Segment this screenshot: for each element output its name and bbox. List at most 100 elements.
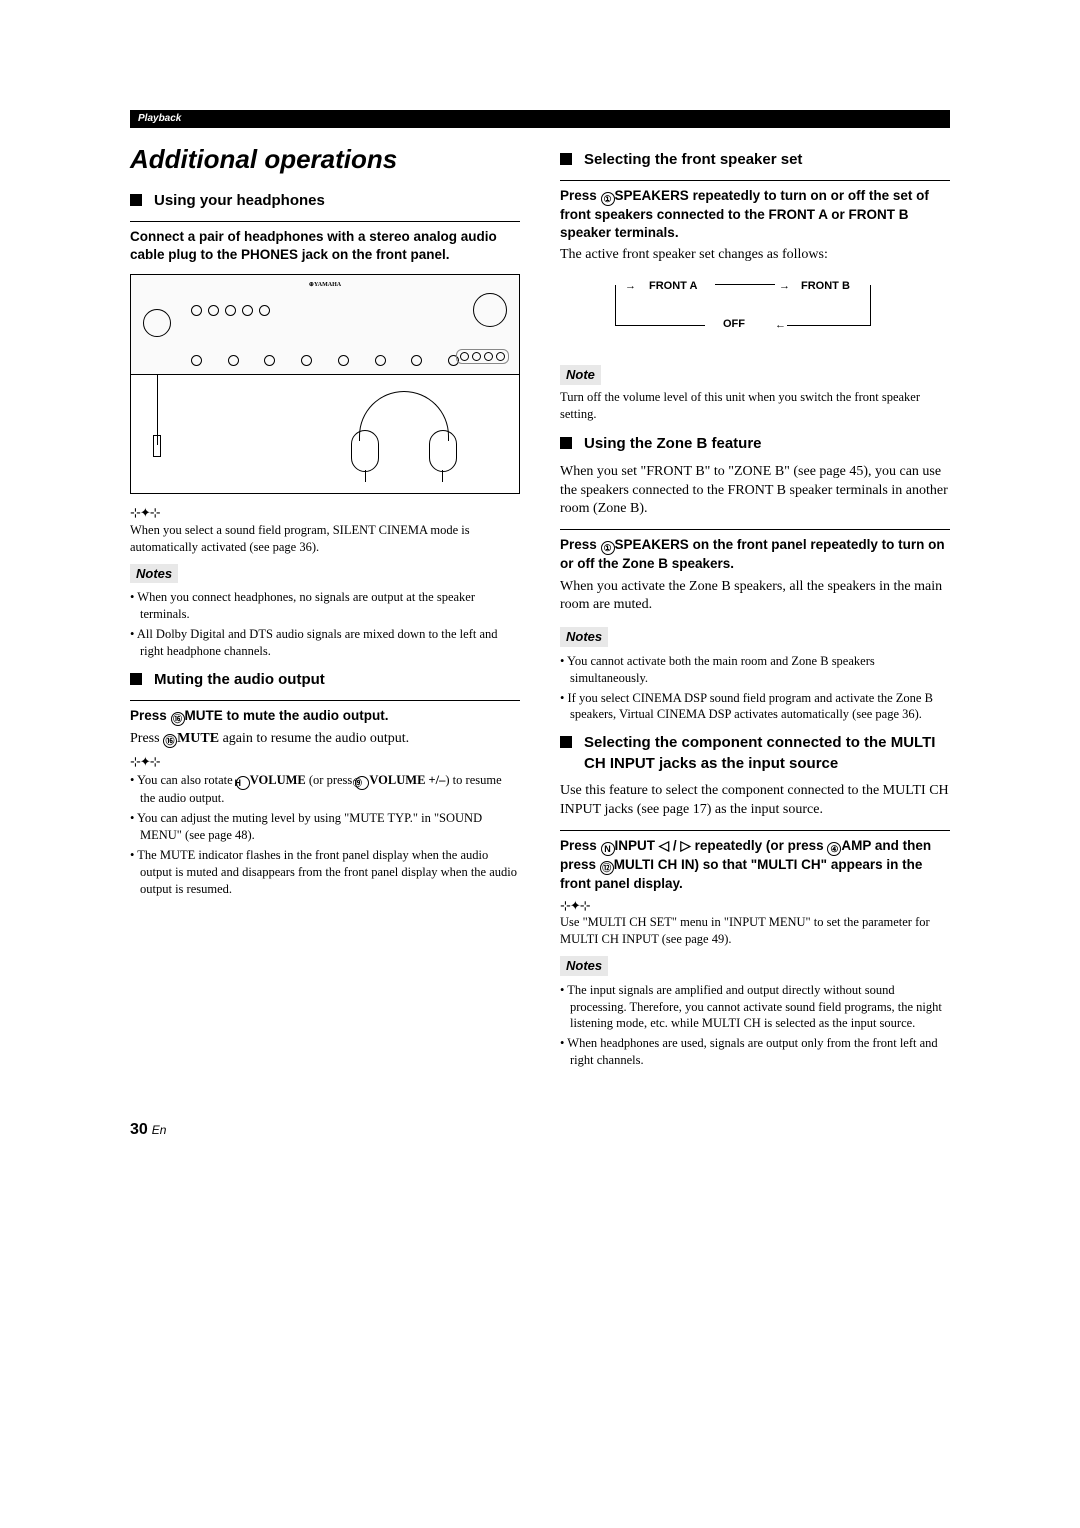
page-language: En [152, 1123, 167, 1137]
brand-label: ⊕YAMAHA [309, 281, 341, 289]
button-icon [460, 352, 469, 361]
subheading-text: Selecting the front speaker set [584, 150, 950, 170]
square-bullet-icon [560, 153, 572, 165]
flow-label-front-b: FRONT B [801, 279, 850, 294]
headphones-icon [349, 385, 459, 480]
notes-list: The input signals are amplified and outp… [560, 982, 950, 1069]
line [615, 325, 705, 326]
page-number: 30 [130, 1121, 148, 1138]
speakers-change-text: The active front speaker set changes as … [560, 246, 950, 265]
subheading-front-speakers: Selecting the front speaker set [560, 150, 950, 170]
notes-label: Notes [560, 627, 608, 647]
flow-label-off: OFF [723, 317, 745, 332]
page-footer: 30 En [130, 1119, 950, 1141]
zone-b-desc: When you set "FRONT B" to "ZONE B" (see … [560, 463, 950, 520]
button-row [456, 349, 509, 364]
knob-icon [143, 309, 171, 337]
divider [560, 180, 950, 181]
subheading-text: Using your headphones [154, 191, 520, 211]
text: INPUT [615, 838, 656, 853]
text: MULTI CH IN [614, 857, 695, 872]
text: AMP [841, 838, 871, 853]
bottom-knob-row [191, 355, 459, 366]
line [615, 285, 616, 325]
note-item: All Dolby Digital and DTS audio signals … [130, 626, 520, 660]
small-knob-icon [338, 355, 349, 366]
section-header-text: Playback [138, 113, 181, 124]
small-knob-icon [191, 355, 202, 366]
text: VOLUME [250, 773, 306, 787]
text: MUTE [185, 708, 223, 723]
two-column-layout: Additional operations Using your headpho… [130, 142, 950, 1080]
tip-icon: ⊹✦⊹ [130, 504, 520, 522]
subheading-muting: Muting the audio output [130, 670, 520, 690]
zone-b-activate-text: When you activate the Zone B speakers, a… [560, 578, 950, 616]
notes-label: Notes [560, 956, 608, 976]
notes-list: You cannot activate both the main room a… [560, 653, 950, 724]
ref-circle-icon: ⑫ [600, 861, 614, 875]
earcup-right-icon [429, 430, 457, 472]
ref-circle-icon: ⑯ [171, 712, 185, 726]
headphone-area [131, 375, 519, 493]
button-icon [472, 352, 481, 361]
subheading-text: Selecting the component connected to the… [584, 733, 950, 774]
page-title: Additional operations [130, 142, 520, 177]
subheading-zone-b: Using the Zone B feature [560, 434, 950, 454]
multi-ch-desc: Use this feature to select the component… [560, 782, 950, 820]
divider [560, 529, 950, 530]
receiver-front-panel: ⊕YAMAHA [131, 275, 519, 375]
wire-icon [442, 470, 443, 482]
speakers-press-line: Press ①SPEAKERS repeatedly to turn on or… [560, 187, 950, 242]
divider [130, 700, 520, 701]
tip-icon: ⊹✦⊹ [560, 897, 950, 915]
plug-tip-icon [153, 435, 161, 457]
small-knob-icon [191, 305, 202, 316]
left-column: Additional operations Using your headpho… [130, 142, 520, 1080]
ref-circle-icon: ⑲ [355, 776, 369, 790]
zone-b-press-line: Press ①SPEAKERS on the front panel repea… [560, 536, 950, 573]
button-icon [484, 352, 493, 361]
line [715, 284, 775, 285]
square-bullet-icon [130, 194, 142, 206]
ref-circle-icon: ① [601, 541, 615, 555]
flow-label-front-a: FRONT A [649, 279, 697, 294]
small-knob-icon [411, 355, 422, 366]
text: VOLUME +/– [369, 773, 445, 787]
right-column: Selecting the front speaker set Press ①S… [560, 142, 950, 1080]
tip-item: You can also rotate HVOLUME (or press ⑲V… [130, 772, 520, 807]
ref-circle-icon: ⑯ [163, 734, 177, 748]
section-header-bar: Playback [130, 110, 950, 128]
small-knob-icon [264, 355, 275, 366]
text: again to resume the audio output. [219, 731, 409, 746]
ref-circle-icon: H [236, 776, 250, 790]
text: Press [560, 188, 601, 203]
wire-icon [365, 470, 366, 482]
text: SPEAKERS [615, 537, 689, 552]
square-bullet-icon [560, 437, 572, 449]
arrow-symbols: ◁ / ▷ [655, 838, 695, 853]
square-bullet-icon [560, 736, 572, 748]
ref-circle-icon: ① [601, 192, 615, 206]
small-knob-icon [375, 355, 386, 366]
note-item: The input signals are amplified and outp… [560, 982, 950, 1033]
notes-label: Notes [130, 564, 178, 584]
subheading-text: Muting the audio output [154, 670, 520, 690]
text: Press [560, 838, 601, 853]
speaker-flow-diagram: → FRONT A → FRONT B OFF ← [615, 275, 895, 345]
mute-resume-line: Press ⑯MUTE again to resume the audio ou… [130, 730, 520, 749]
note-item: When headphones are used, signals are ou… [560, 1035, 950, 1069]
arrow-icon: ← [775, 318, 786, 333]
text: SPEAKERS [615, 188, 689, 203]
text: Press [130, 708, 171, 723]
ref-circle-icon: ④ [827, 842, 841, 856]
preset-row [191, 305, 459, 316]
mute-tips-list: You can also rotate HVOLUME (or press ⑲V… [130, 772, 520, 897]
note-item: If you select CINEMA DSP sound field pro… [560, 690, 950, 724]
text: Press [130, 731, 163, 746]
small-knob-icon [225, 305, 236, 316]
divider [130, 221, 520, 222]
text: (or press [306, 773, 356, 787]
line [870, 285, 871, 325]
text: MUTE [177, 731, 219, 746]
text: You can also rotate [137, 773, 236, 787]
